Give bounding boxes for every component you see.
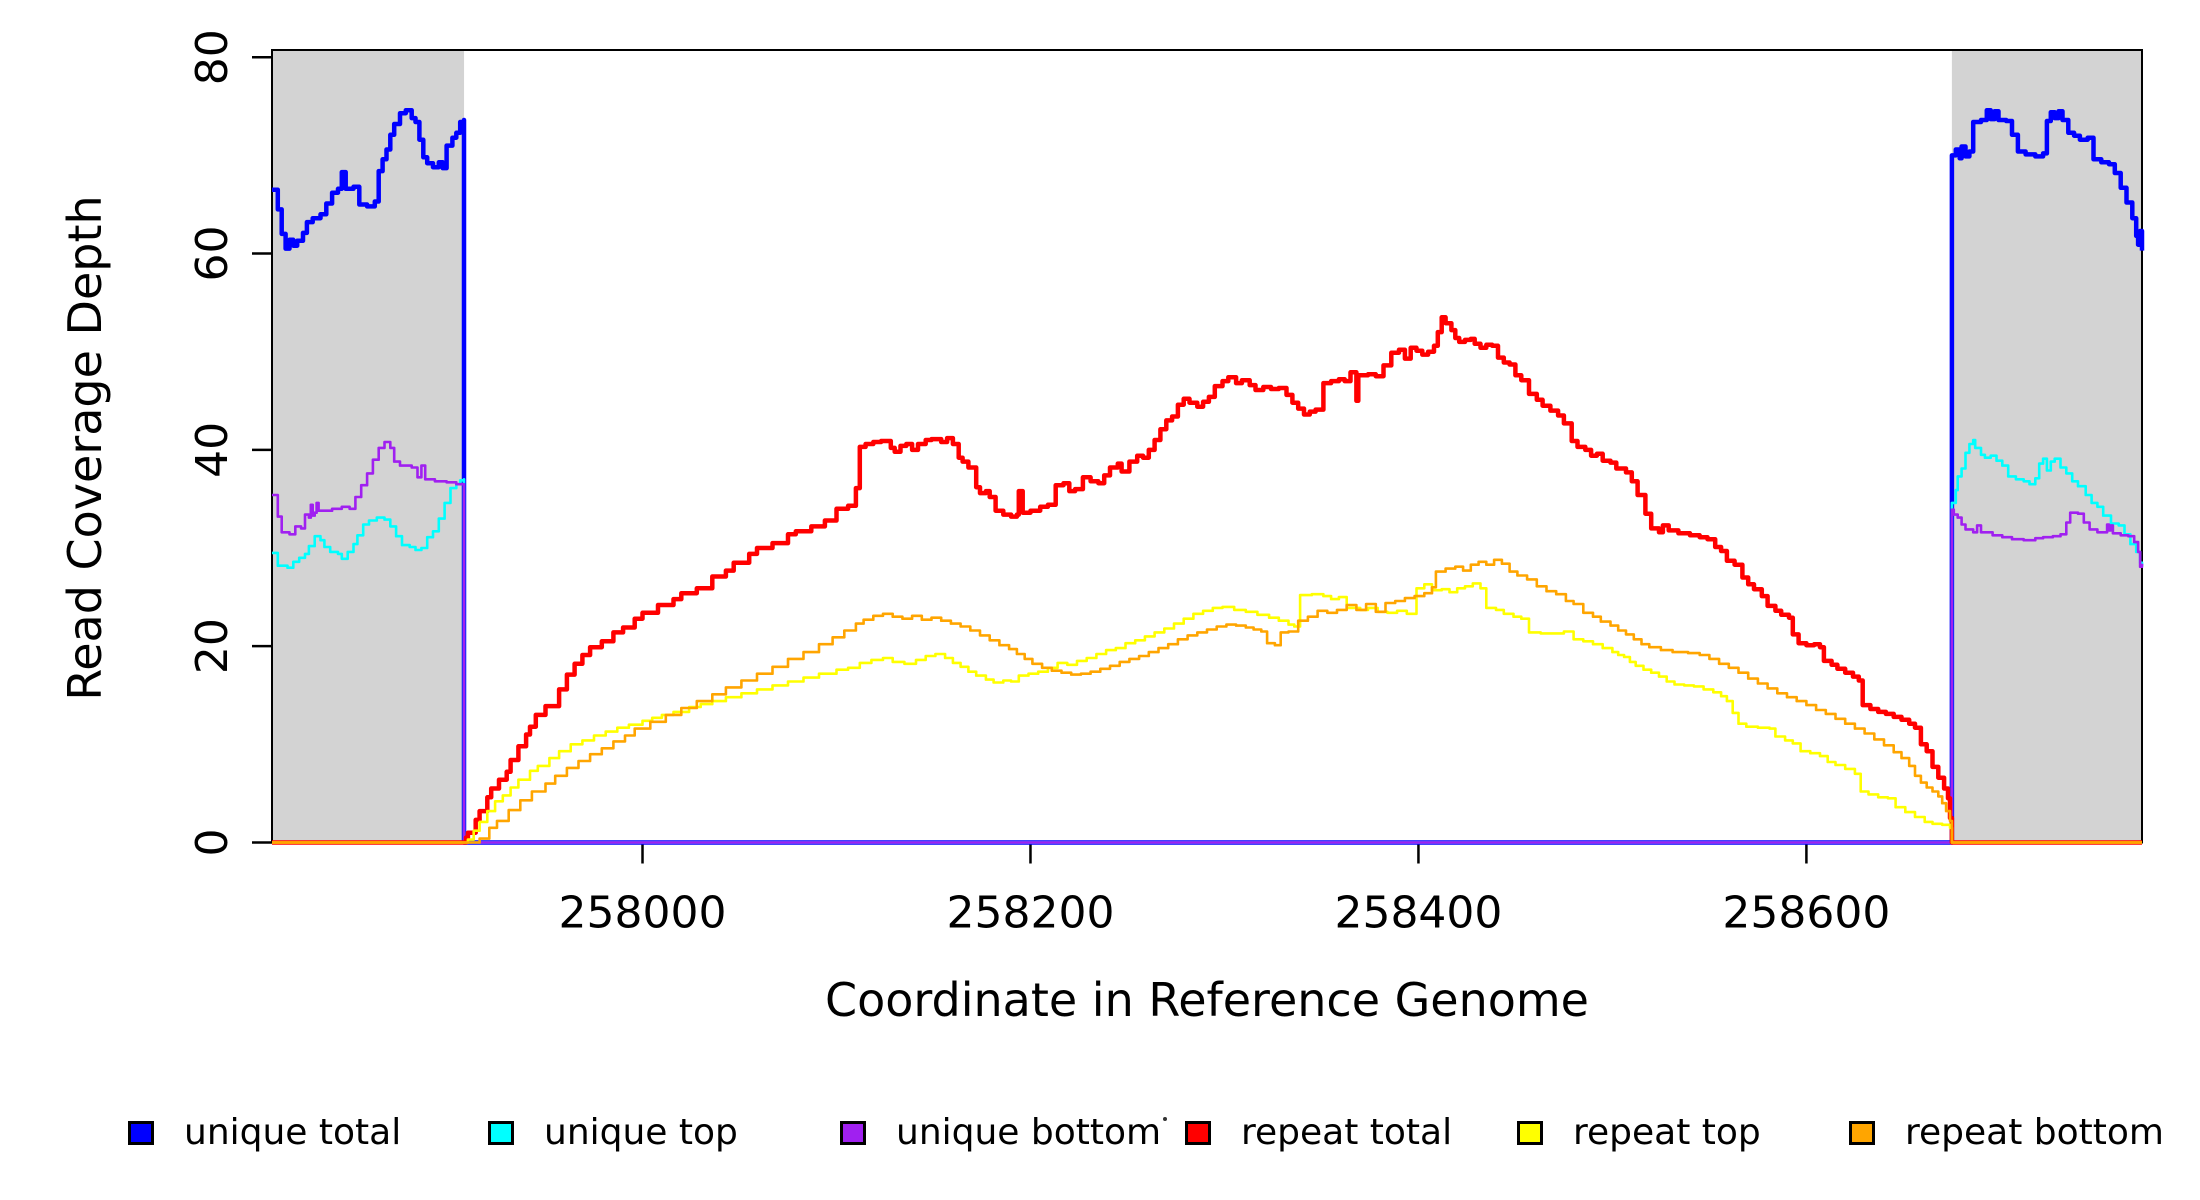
shaded-region (272, 50, 465, 844)
series-repeat-bottom (272, 558, 2142, 844)
y-tick-label: 0 (187, 829, 238, 857)
x-tick-label: 258400 (1334, 888, 1502, 939)
plot-box (271, 49, 2143, 844)
x-tick-label: 258600 (1722, 888, 1890, 939)
x-tick-label: 258000 (559, 888, 727, 939)
y-tick-label: 80 (187, 29, 238, 85)
series-repeat-total (272, 315, 2142, 845)
y-tick-label: 20 (187, 618, 238, 674)
y-tick-label: 40 (187, 422, 238, 478)
series-unique-top (272, 438, 2144, 844)
stray-dot (1163, 1117, 1167, 1121)
x-axis-title: Coordinate in Reference Genome (825, 973, 1589, 1027)
y-axis-title: Read Coverage Depth (58, 195, 112, 701)
series-unique-bottom (272, 440, 2144, 844)
y-tick-label: 60 (187, 226, 238, 282)
shaded-region (1951, 50, 2142, 844)
series-unique-total (272, 107, 2145, 845)
series-repeat-top (272, 582, 2142, 844)
x-tick-label: 258200 (946, 888, 1114, 939)
